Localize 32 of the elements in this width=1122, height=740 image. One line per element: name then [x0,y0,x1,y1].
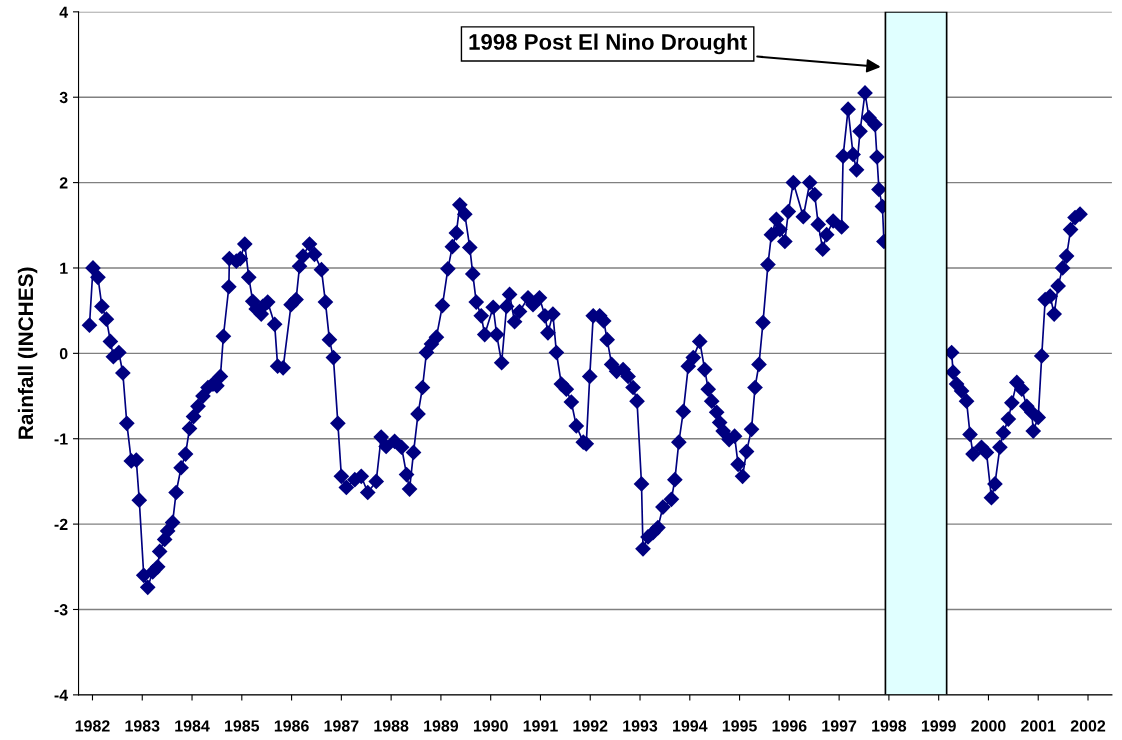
y-tick-label: -4 [54,689,69,701]
x-tick-label: 1984 [175,720,210,732]
y-tick-label: 0 [59,347,68,360]
x-tick-label: 1982 [75,720,110,732]
x-tick-label: 1997 [822,720,857,732]
x-tick-label: 1998 [872,720,907,732]
y-tick-label: 1 [60,262,68,274]
y-tick-label: 4 [59,6,69,18]
x-tick-label: 1985 [225,720,260,732]
x-tick-label: 1990 [473,720,508,732]
x-tick-label: 1993 [623,720,658,732]
x-tick-label: 1986 [274,720,309,732]
y-tick-label: 3 [59,91,68,104]
x-tick-label: 1999 [921,720,956,732]
x-tick-label: 1991 [523,720,558,732]
x-tick-label: 2000 [971,720,1006,732]
x-tick-label: 2002 [1070,720,1106,732]
y-tick-label: -3 [54,604,68,616]
x-tick-label: 2001 [1021,720,1056,732]
x-tick-label: 1983 [125,720,160,732]
y-tick-label: -2 [54,518,68,530]
y-tick-label: -1 [54,433,68,445]
annotation: 1998 Post El Nino Drought [469,33,747,55]
x-tick-label: 1988 [374,720,409,732]
x-tick-label: 1996 [772,720,807,732]
x-tick-label: 1989 [424,720,459,732]
y-tick-label: 2 [59,177,68,189]
x-tick-label: 1987 [324,720,359,732]
y-axis-title: Rainfall (INCHES) [17,267,38,439]
x-tick-label: 1994 [673,720,708,732]
x-tick-label: 1995 [722,720,757,732]
x-tick-label: 1992 [573,720,608,732]
